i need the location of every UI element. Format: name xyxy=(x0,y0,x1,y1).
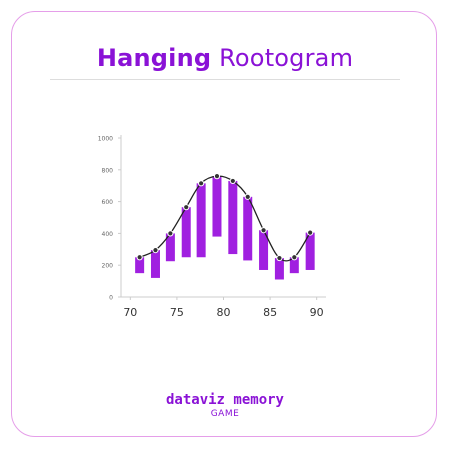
rootogram-bar xyxy=(196,183,206,258)
y-tick-label: 400 xyxy=(102,231,114,238)
y-tick-label: 600 xyxy=(102,199,114,206)
y-tick-label: 800 xyxy=(102,167,114,174)
expected-point xyxy=(213,173,221,180)
y-tick-label: 200 xyxy=(102,263,114,270)
footer-brand: dataviz memory xyxy=(165,392,284,408)
expected-point xyxy=(167,230,174,237)
footer-subtitle: GAME xyxy=(210,409,240,419)
title-light: Rootogram xyxy=(219,44,354,72)
expected-point xyxy=(152,246,159,254)
rootogram-bar xyxy=(243,196,253,261)
rootogram-bar xyxy=(135,257,145,274)
y-tick-label: 1000 xyxy=(98,136,113,143)
expected-point xyxy=(198,180,205,187)
rootogram-bar xyxy=(259,230,269,270)
expected-point xyxy=(136,254,143,261)
expected-point xyxy=(244,193,251,200)
x-tick-label: 90 xyxy=(310,306,324,319)
rootogram-bar xyxy=(289,257,299,274)
title-divider xyxy=(50,79,400,80)
rootogram-bar xyxy=(181,207,191,258)
card-frame xyxy=(11,11,437,437)
expected-point xyxy=(183,204,190,211)
expected-point xyxy=(307,229,314,236)
rootogram-bar xyxy=(165,233,175,262)
x-tick-label: 70 xyxy=(123,306,137,319)
x-tick-label: 85 xyxy=(263,306,277,319)
expected-point xyxy=(291,254,298,261)
expected-point xyxy=(260,227,267,234)
expected-point xyxy=(229,177,236,185)
expected-curve xyxy=(139,175,311,262)
rootogram-bar xyxy=(212,176,222,237)
rootogram-bar xyxy=(228,180,238,255)
rootogram-bar xyxy=(305,232,315,270)
x-tick-label: 80 xyxy=(217,306,231,319)
expected-point xyxy=(276,254,283,262)
title-bold: Hanging xyxy=(96,44,212,72)
page-title: Hanging Rootogram xyxy=(0,44,450,72)
y-tick-label: 0 xyxy=(109,295,113,302)
rootogram-bar xyxy=(150,250,160,278)
x-tick-label: 75 xyxy=(170,306,184,319)
rootogram-bar xyxy=(274,258,284,280)
